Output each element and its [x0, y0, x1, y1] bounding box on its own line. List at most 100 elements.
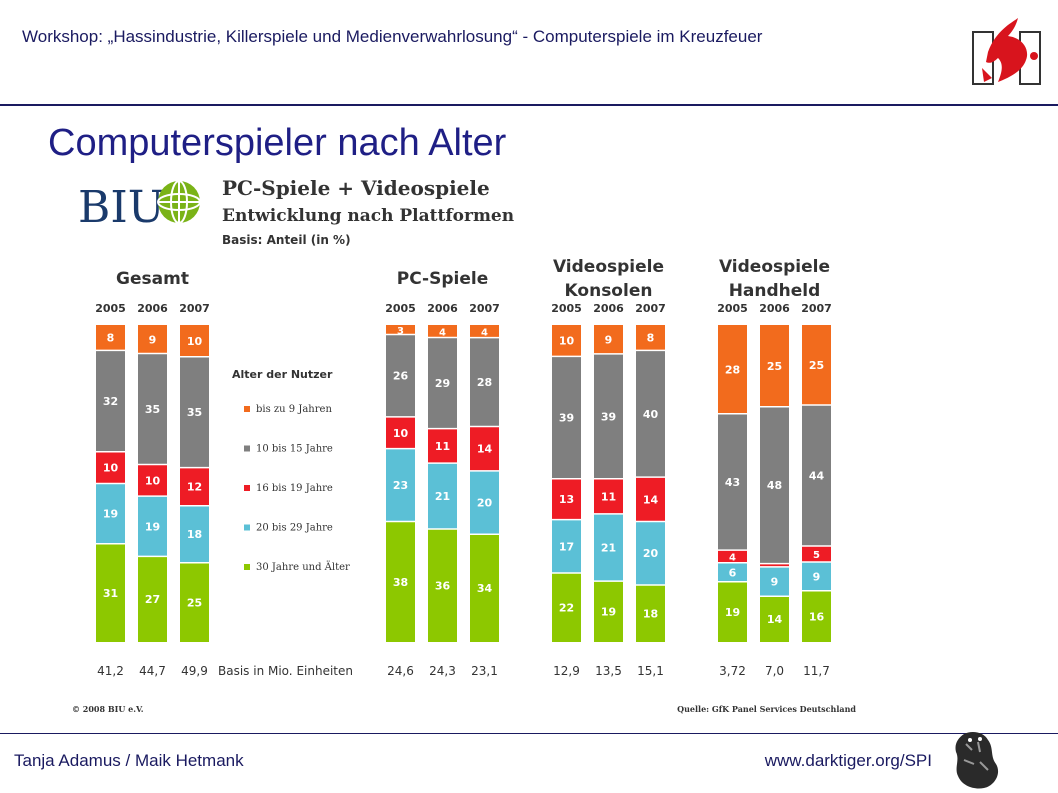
chart-subtitle: Entwicklung nach Plattformen [222, 206, 514, 226]
data-label: 19 [601, 606, 616, 619]
tiger-mascot-icon [955, 732, 999, 789]
bar-segment [180, 562, 209, 642]
data-label: 11 [435, 440, 450, 453]
data-label: 17 [559, 540, 574, 553]
base-label: 49,9 [181, 664, 208, 678]
base-label: 24,6 [387, 664, 414, 678]
base-label: 12,9 [553, 664, 580, 678]
copyright-note: © 2008 BIU e.V. [72, 704, 144, 714]
chart-title: PC-Spiele + Videospiele [222, 176, 490, 200]
year-label: 2006 [759, 302, 790, 315]
base-label: 11,7 [803, 664, 830, 678]
data-label: 9 [605, 333, 613, 346]
bar-segment [594, 513, 623, 582]
footer-authors: Tanja Adamus / Maik Hetmank [14, 751, 244, 770]
data-label: 20 [477, 497, 493, 510]
bar-segment [718, 325, 747, 414]
data-label: 13 [559, 493, 574, 506]
bar-segment [428, 337, 457, 429]
data-label: 44 [809, 469, 825, 482]
data-label: 35 [187, 406, 202, 419]
bar-segment [470, 426, 499, 471]
bar-segment [96, 483, 125, 544]
year-label: 2007 [635, 302, 666, 315]
panel-title: PC-Spiele [397, 269, 489, 289]
legend-title: Alter der Nutzer [232, 368, 333, 381]
data-label: 28 [725, 363, 740, 376]
base-label: 7,0 [765, 664, 784, 678]
data-label: 8 [107, 332, 115, 345]
year-label: 2007 [801, 302, 832, 315]
data-label: 43 [725, 476, 740, 489]
bar-segment [802, 561, 831, 591]
bar-segment [138, 325, 167, 354]
bar-segment [138, 464, 167, 497]
bar-segment [760, 566, 789, 597]
bar-segment [552, 478, 581, 520]
data-label: 6 [729, 566, 737, 579]
legend-entry: 20 bis 29 Jahre [256, 523, 333, 534]
data-label: 34 [477, 582, 493, 595]
bar-segment [802, 405, 831, 546]
data-label: 10 [559, 335, 575, 348]
legend-swatch [244, 564, 250, 570]
data-label: 48 [767, 479, 782, 492]
year-label: 2005 [717, 302, 748, 315]
bar-segment [760, 325, 789, 407]
bar-segment [802, 325, 831, 406]
source-note: Quelle: GfK Panel Services Deutschland [677, 704, 856, 714]
bar-segment [96, 350, 125, 452]
bar-segment [718, 413, 747, 551]
header-divider [0, 104, 1058, 106]
bar-segment [470, 470, 499, 535]
data-label: 35 [145, 403, 160, 416]
data-label: 14 [767, 613, 783, 626]
data-label: 25 [809, 359, 824, 372]
data-label: 25 [187, 596, 202, 609]
bar-segment [386, 521, 415, 642]
data-label: 27 [145, 593, 160, 606]
year-label: 2005 [95, 302, 126, 315]
bar-segment [718, 550, 747, 563]
year-label: 2005 [385, 302, 416, 315]
bar-segment [96, 451, 125, 484]
bar-segment [386, 334, 415, 417]
base-label: 15,1 [637, 664, 664, 678]
data-label: 11 [601, 490, 616, 503]
data-label: 14 [643, 493, 659, 506]
data-label: 22 [559, 601, 574, 614]
data-label: 12 [187, 481, 202, 494]
base-label: 3,72 [719, 664, 746, 678]
data-label: 19 [145, 520, 160, 533]
data-label: 29 [435, 377, 450, 390]
bar-segment [138, 556, 167, 642]
legend-entry: bis zu 9 Jahren [256, 404, 332, 415]
base-label: 24,3 [429, 664, 456, 678]
data-label: 26 [393, 370, 409, 383]
panel-title: Gesamt [116, 269, 189, 289]
base-label: 41,2 [97, 664, 124, 678]
bar-segment [386, 416, 415, 449]
footer-url: www.darktiger.org/SPI [764, 751, 932, 770]
data-label: 39 [601, 410, 616, 423]
legend-swatch [244, 485, 250, 491]
bar-segment [802, 545, 831, 562]
bar-segment [594, 581, 623, 642]
legend-entry: 30 Jahre und Älter [256, 561, 350, 573]
bar-segment [428, 325, 457, 338]
bar-segment [552, 325, 581, 357]
bar-segment [386, 325, 415, 335]
bar-segment [180, 467, 209, 506]
year-label: 2006 [427, 302, 458, 315]
bar-segment [470, 534, 499, 642]
data-label: 9 [149, 333, 157, 346]
data-label: 18 [643, 607, 658, 620]
data-label: 20 [643, 547, 659, 560]
legend-swatch [244, 406, 250, 412]
bar-segment [138, 353, 167, 465]
legend-swatch [244, 445, 250, 452]
base-label: 23,1 [471, 664, 498, 678]
data-label: 8 [647, 332, 655, 345]
